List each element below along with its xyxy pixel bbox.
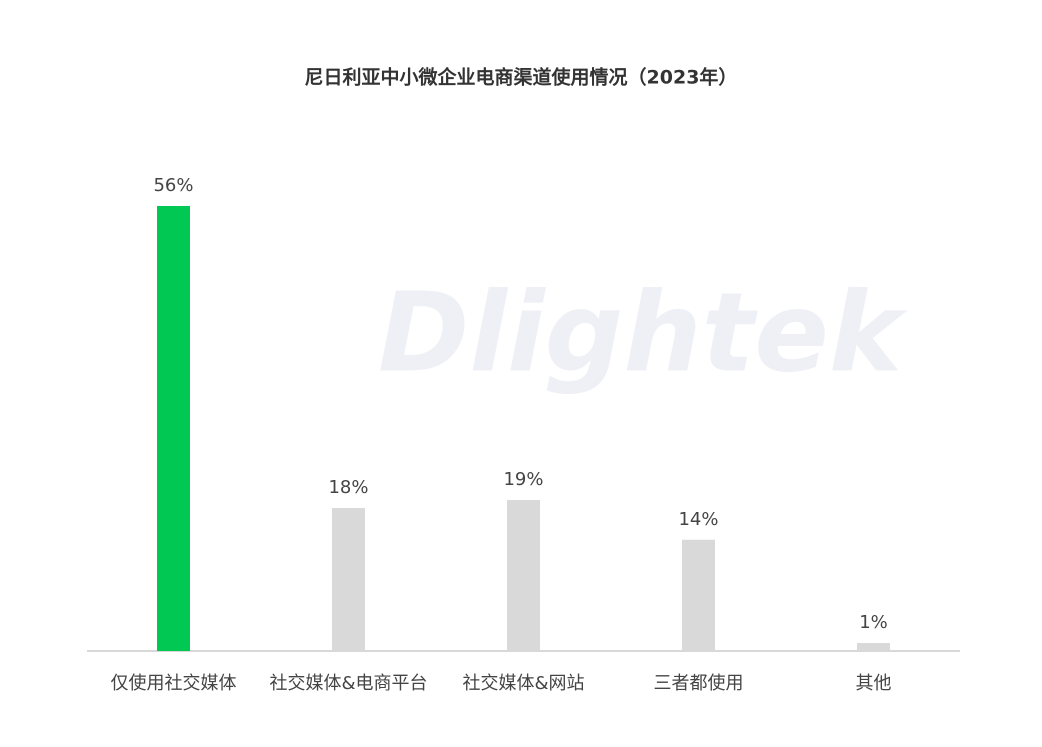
value-label: 14% xyxy=(678,509,718,530)
bar xyxy=(507,500,540,651)
x-tick-label: 社交媒体&电商平台 xyxy=(269,673,427,694)
chart-title: 尼日利亚中小微企业电商渠道使用情况（2023年） xyxy=(305,66,738,89)
bar xyxy=(682,539,715,651)
watermark: Dlightek xyxy=(378,268,908,396)
x-tick-label: 社交媒体&网站 xyxy=(462,673,584,694)
value-label: 19% xyxy=(503,469,543,490)
value-label: 1% xyxy=(859,612,888,633)
bar xyxy=(332,507,365,651)
value-label: 18% xyxy=(328,477,368,498)
bar xyxy=(857,643,890,651)
x-tick-label: 其他 xyxy=(856,673,892,694)
value-label: 56% xyxy=(153,175,193,196)
bar xyxy=(157,206,190,651)
x-tick-label: 仅使用社交媒体 xyxy=(111,673,237,694)
x-tick-label: 三者都使用 xyxy=(654,673,744,694)
